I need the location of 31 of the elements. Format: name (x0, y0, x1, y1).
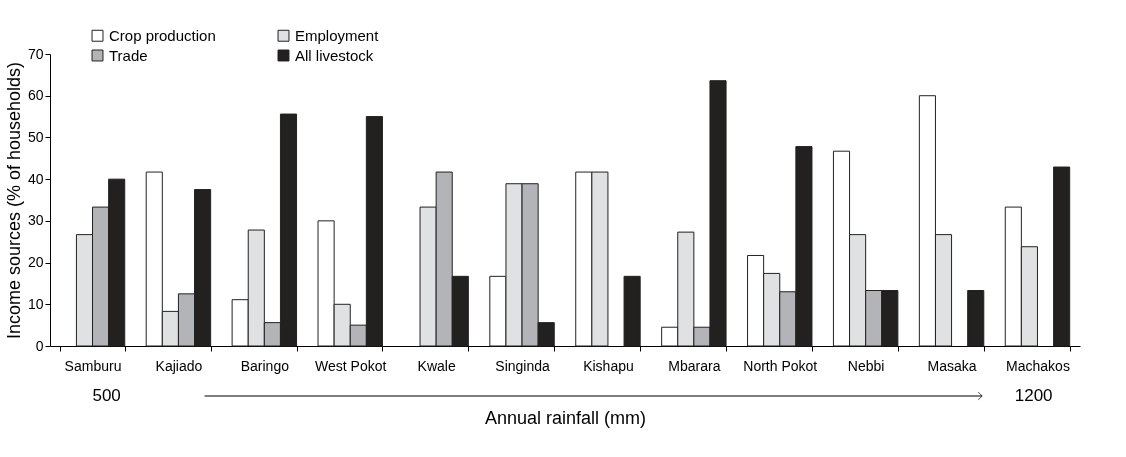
x-tick-label: West Pokot (315, 357, 387, 374)
x-tick-label: Baringo (240, 357, 290, 374)
legend-label: All livestock (295, 46, 374, 64)
legend-label: Crop production (109, 26, 216, 44)
bar (1053, 166, 1071, 347)
text: 500 (92, 386, 121, 405)
y-axis-title: Income sources (% of households) (3, 61, 24, 340)
x-tick-label: Singinda (495, 357, 550, 374)
x-tick-label: Nebbi (847, 357, 885, 374)
x-tick-label: North Pokot (743, 357, 818, 374)
y-tick-label: 0 (35, 337, 44, 354)
y-tick-label: 40 (27, 170, 44, 187)
y-tick-label: 50 (27, 128, 44, 145)
x-tick-label: Masaka (927, 357, 977, 374)
y-tick-label: 60 (27, 87, 44, 104)
bar (623, 275, 641, 347)
legend-label: Employment (295, 26, 380, 44)
legend-label: Trade (109, 46, 148, 64)
y-tick-label: 30 (27, 212, 44, 229)
x-tick-label: Kwale (417, 357, 456, 374)
y-tick-label: 20 (27, 254, 44, 271)
x-tick-label: Mbarara (668, 357, 721, 374)
y-tick-label: 10 (27, 295, 44, 312)
x-tick-label: Kishapu (583, 357, 634, 374)
x-axis-title: Annual rainfall (mm) (484, 407, 647, 428)
y-tick-label: 70 (27, 45, 44, 62)
x-tick-label: Samburu (64, 357, 122, 374)
x-tick-label: Kajiado (155, 357, 203, 374)
text: 1200 (1014, 386, 1053, 405)
x-tick-label: Machakos (1006, 357, 1070, 374)
bar (967, 290, 985, 347)
